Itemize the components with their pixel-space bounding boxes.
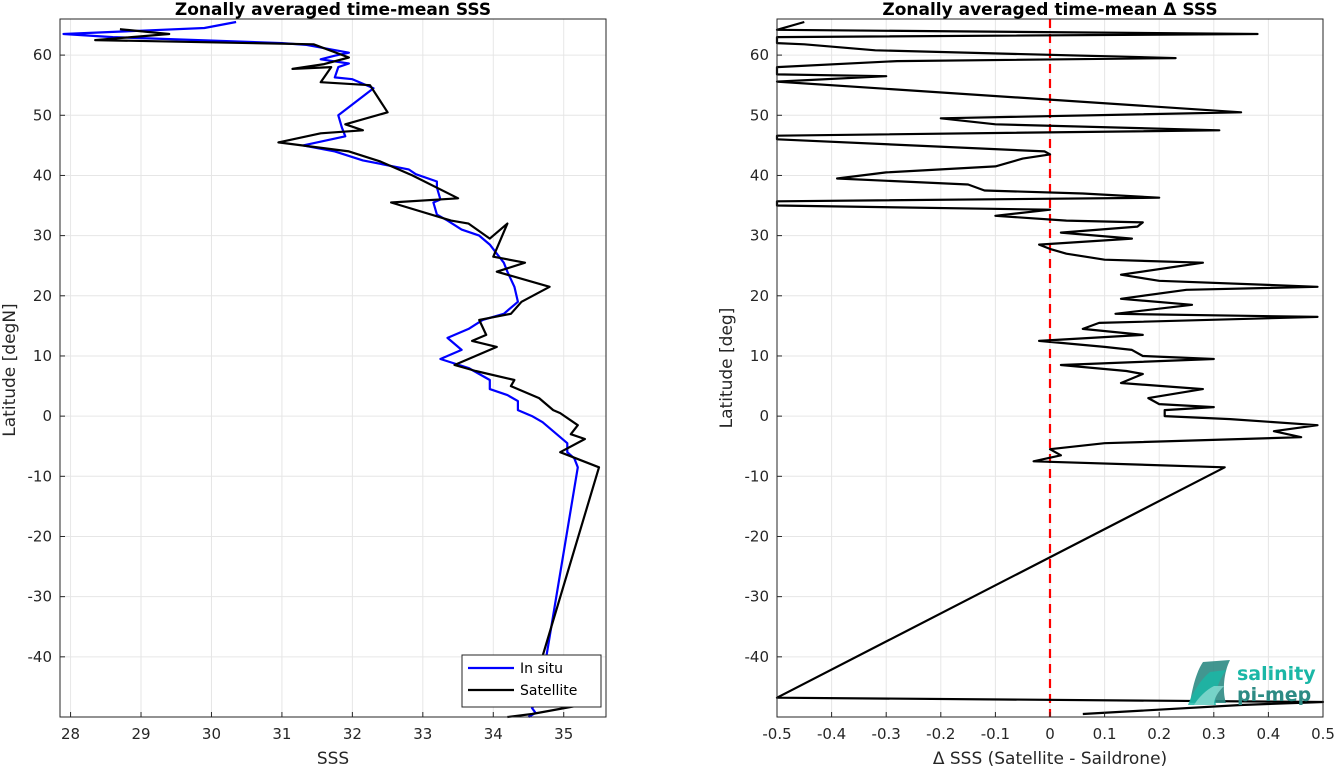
left-y-tick-label: 40 [33,166,52,184]
right-series-group [775,20,1325,716]
right-y-tick-label: -30 [745,588,770,606]
right-x-tick-label: -0.2 [926,725,955,743]
right-y-axis-label: Latitude [deg] [717,308,737,429]
logo-line1: salinity [1237,663,1316,685]
delta-sss-panel: Zonally averaged time-mean Δ SSS -0.5 -0.… [717,0,1335,769]
right-x-tick-label: 0 [1045,725,1055,743]
right-x-axis-label: Δ SSS (Satellite - Saildrone) [933,749,1167,769]
right-y-tick-label: 20 [750,287,769,305]
right-x-tick-label: 0.1 [1093,725,1117,743]
left-x-axis-label: SSS [317,749,349,769]
right-x-tick-label: -0.1 [981,725,1010,743]
right-y-tick-label: -20 [745,527,770,545]
left-chart-title: Zonally averaged time-mean SSS [175,0,491,20]
left-x-tick-label: 35 [554,725,573,743]
left-y-tick-label: -30 [28,588,53,606]
right-y-tick-label: 60 [750,46,769,64]
legend-label-satellite: Satellite [520,683,577,699]
right-x-tick-label: 0.2 [1147,725,1171,743]
right-x-tick-label: 0.4 [1256,725,1280,743]
left-x-tick-label: 28 [61,725,80,743]
right-y-tick-label: 10 [750,347,769,365]
left-tick-labels: 28 29 30 31 32 33 34 35 -40 -30 -20 -10 0 10 20 30 40 50 6… [28,46,574,743]
left-grid [60,19,606,717]
left-y-tick-label: 20 [33,287,52,305]
right-y-tick-label: 30 [750,227,769,245]
right-x-tick-label: -0.4 [817,725,846,743]
left-y-axis-label: Latitude [degN] [0,303,20,436]
left-y-tick-label: -40 [28,648,53,666]
legend: In situ Satellite [461,654,602,708]
right-chart-title: Zonally averaged time-mean Δ SSS [882,0,1217,20]
left-series-line-satellite [94,28,601,719]
left-x-tick-label: 29 [131,725,150,743]
right-series-line-delta [775,20,1325,716]
right-x-tick-label: -0.5 [762,725,791,743]
left-y-tick-label: 10 [33,347,52,365]
right-x-tick-label: 0.5 [1311,725,1335,743]
left-y-tick-label: 50 [33,106,52,124]
left-x-tick-label: 34 [484,725,503,743]
salinity-pi-mep-logo: salinity pi-mep [1188,660,1316,706]
left-y-tick-label: -20 [28,527,53,545]
left-series-group [62,20,601,719]
left-series-line-in-situ [62,20,579,718]
right-y-tick-label: -10 [745,467,770,485]
left-x-tick-label: 31 [272,725,291,743]
left-y-tick-label: 0 [42,407,52,425]
left-axes-box [59,18,607,718]
left-x-tick-label: 33 [413,725,432,743]
right-y-tick-label: 0 [759,407,769,425]
left-x-tick-label: 30 [202,725,221,743]
legend-box [461,654,602,708]
logo-line2: pi-mep [1237,684,1311,706]
legend-label-insitu: In situ [520,661,563,677]
left-y-tick-label: -10 [28,467,53,485]
wave-logo-icon [1188,660,1230,705]
right-x-tick-label: -0.3 [872,725,901,743]
left-x-tick-label: 32 [343,725,362,743]
left-y-tick-label: 30 [33,227,52,245]
sss-profile-panel: Zonally averaged time-mean SSS 28 29 30 31 3… [0,0,607,769]
right-tick-labels: -0.5 -0.4 -0.3 -0.2 -0.1 0 0.1 0.2 0.3 0.4 0.5 -40 -… [745,46,1335,743]
right-y-tick-label: -40 [745,648,770,666]
right-x-tick-label: 0.3 [1202,725,1226,743]
left-y-tick-label: 60 [33,46,52,64]
right-y-tick-label: 40 [750,166,769,184]
right-y-tick-label: 50 [750,106,769,124]
